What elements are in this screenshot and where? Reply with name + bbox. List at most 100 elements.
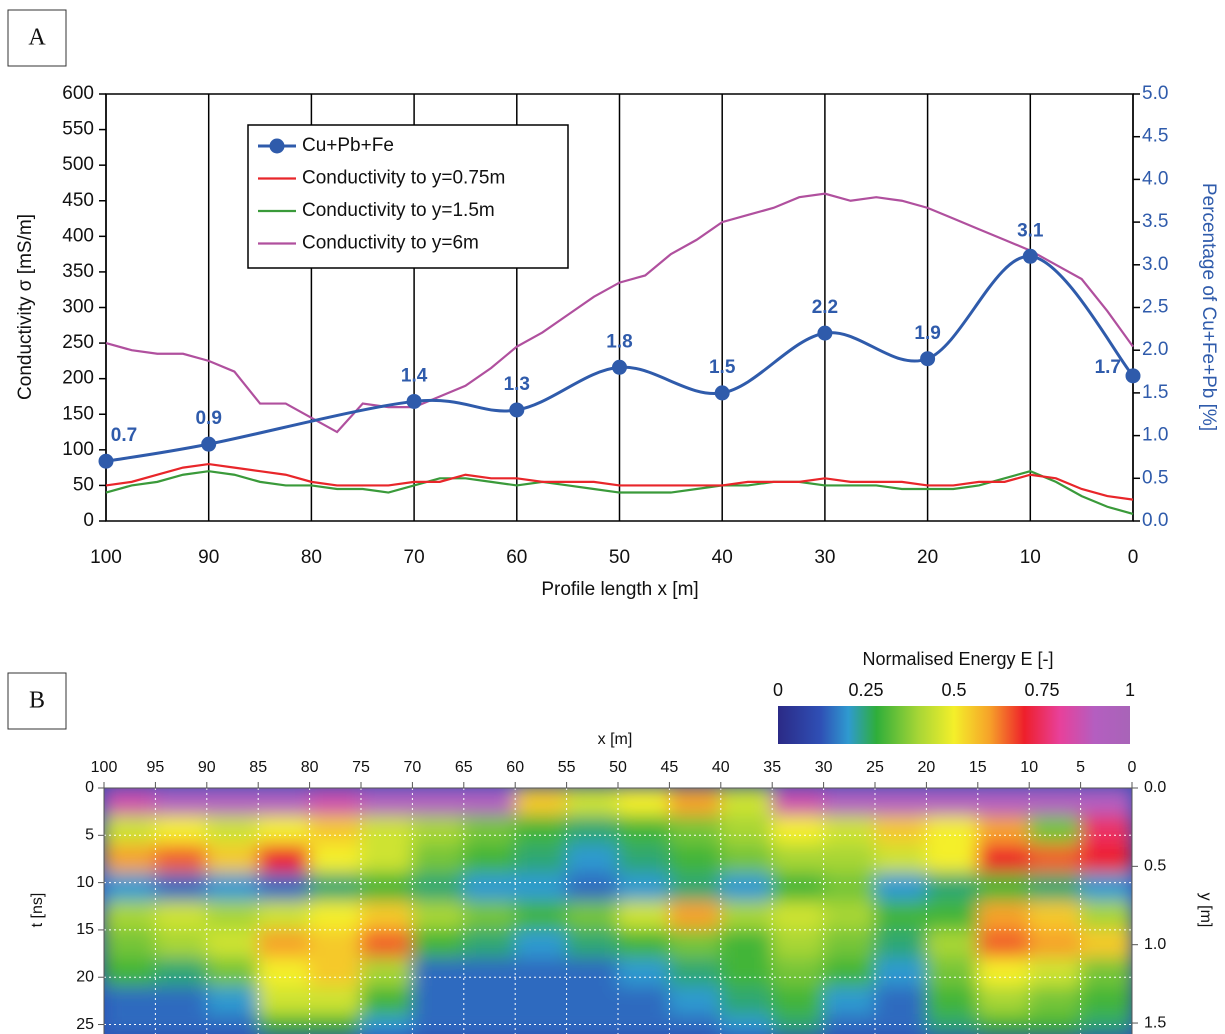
heatmap-cell [720, 788, 773, 817]
heatmap-cell [514, 844, 568, 874]
heatmap-cell [823, 844, 876, 874]
marker [406, 393, 422, 409]
y-tick-label: 0 [85, 779, 94, 796]
heatmap-cell [617, 957, 670, 988]
y-tick-label: 15 [76, 921, 94, 938]
heatmap-cell [617, 872, 670, 903]
heatmap-cell [1028, 844, 1082, 874]
heatmap-cell [566, 1014, 619, 1034]
heatmap-cell [360, 844, 413, 874]
y-tick-label: 10 [76, 874, 94, 891]
heatmap-cell [257, 1014, 311, 1034]
data-label: 3.1 [1017, 220, 1044, 241]
heatmap-cell [720, 872, 773, 903]
marker [612, 359, 627, 375]
heatmap-cell [514, 957, 568, 988]
y-tick-label: 250 [62, 332, 94, 353]
x-tick-label: 100 [90, 547, 122, 568]
marker [920, 351, 936, 367]
heatmap-cell [154, 1014, 208, 1034]
x-tick-label: 25 [866, 759, 884, 776]
heatmap-cell [617, 1014, 670, 1034]
heatmap-cell [1028, 986, 1082, 1016]
heatmap-cell [771, 901, 825, 931]
y2-tick-label: 2.0 [1142, 339, 1168, 360]
x-tick-label: 10 [1020, 759, 1038, 776]
heatmap-cell [720, 986, 773, 1016]
heatmap-cell [925, 872, 979, 903]
heatmap-cell [154, 986, 208, 1016]
heatmap-cell [977, 872, 1030, 903]
y-tick-label: 400 [62, 225, 94, 246]
heatmap-cell [154, 788, 208, 817]
y2-tick-label: 0.5 [1144, 858, 1166, 875]
heatmap-cell [668, 929, 722, 959]
heatmap-cell [874, 844, 927, 874]
heatmap-cell [874, 815, 927, 846]
heatmap-cell [668, 901, 722, 931]
heatmap-cell [720, 901, 773, 931]
y-axis-title: t [ns] [29, 893, 46, 928]
heatmap-cell [309, 844, 362, 874]
x-tick-label: 20 [917, 547, 938, 568]
legend-label: Conductivity to y=6m [302, 233, 479, 254]
heatmap-cell [411, 929, 465, 959]
data-label: 1.5 [709, 357, 736, 378]
heatmap-cell [617, 929, 670, 959]
heatmap-cell [206, 929, 259, 959]
heatmap-cell [771, 844, 825, 874]
heatmap-cell [977, 815, 1030, 846]
heatmap-cell [566, 844, 619, 874]
heatmap-cell [257, 844, 311, 874]
y2-tick-label: 4.5 [1142, 126, 1168, 147]
heatmap-cell [514, 788, 568, 817]
colorbar-tick-label: 0.25 [848, 680, 883, 700]
x-tick-label: 60 [506, 759, 524, 776]
heatmap-cell [309, 872, 362, 903]
marker [98, 453, 114, 469]
heatmap-cell [104, 929, 156, 959]
heatmap-cell [463, 901, 516, 931]
x-tick-label: 45 [661, 759, 679, 776]
heatmap-cell [617, 815, 670, 846]
heatmap-cell [1028, 815, 1082, 846]
panel-box [7, 9, 67, 67]
heatmap-cell [1028, 957, 1082, 988]
heatmap-cell [720, 957, 773, 988]
heatmap-cell [771, 815, 825, 846]
heatmap-cell [823, 872, 876, 903]
x-tick-label: 65 [455, 759, 473, 776]
heatmap-cell [1080, 815, 1132, 846]
y-tick-label: 500 [62, 154, 94, 175]
y2-tick-label: 1.0 [1142, 425, 1168, 446]
marker [1125, 368, 1141, 384]
heatmap-cell [566, 986, 619, 1016]
y-tick-label: 0 [83, 510, 94, 531]
heatmap-area [104, 788, 1132, 1034]
colorbar-tick-label: 0.5 [941, 680, 966, 700]
x-axis-title: Profile length x [m] [541, 579, 698, 600]
heatmap-cell [257, 986, 311, 1016]
y-tick-label: 300 [62, 297, 94, 318]
x-tick-label: 30 [815, 759, 833, 776]
heatmap-cell [720, 929, 773, 959]
heatmap-cell [206, 986, 259, 1016]
heatmap-cell [411, 872, 465, 903]
colorbar-tick-label: 1 [1125, 680, 1135, 700]
heatmap-cell [463, 929, 516, 959]
data-label: 0.9 [195, 408, 221, 429]
heatmap-cell [874, 872, 927, 903]
y2-tick-label: 1.0 [1144, 936, 1166, 953]
heatmap-cell [206, 901, 259, 931]
y-tick-label: 200 [62, 368, 94, 389]
heatmap-cell [514, 901, 568, 931]
heatmap-cell [823, 986, 876, 1016]
heatmap-cell [514, 872, 568, 903]
heatmap-cell [411, 957, 465, 988]
heatmap-cell [977, 788, 1030, 817]
heatmap-cell [411, 788, 465, 817]
heatmap-cell [823, 815, 876, 846]
panel-box [7, 672, 67, 730]
x-tick-label: 80 [301, 759, 319, 776]
y-tick-label: 5 [85, 827, 94, 844]
